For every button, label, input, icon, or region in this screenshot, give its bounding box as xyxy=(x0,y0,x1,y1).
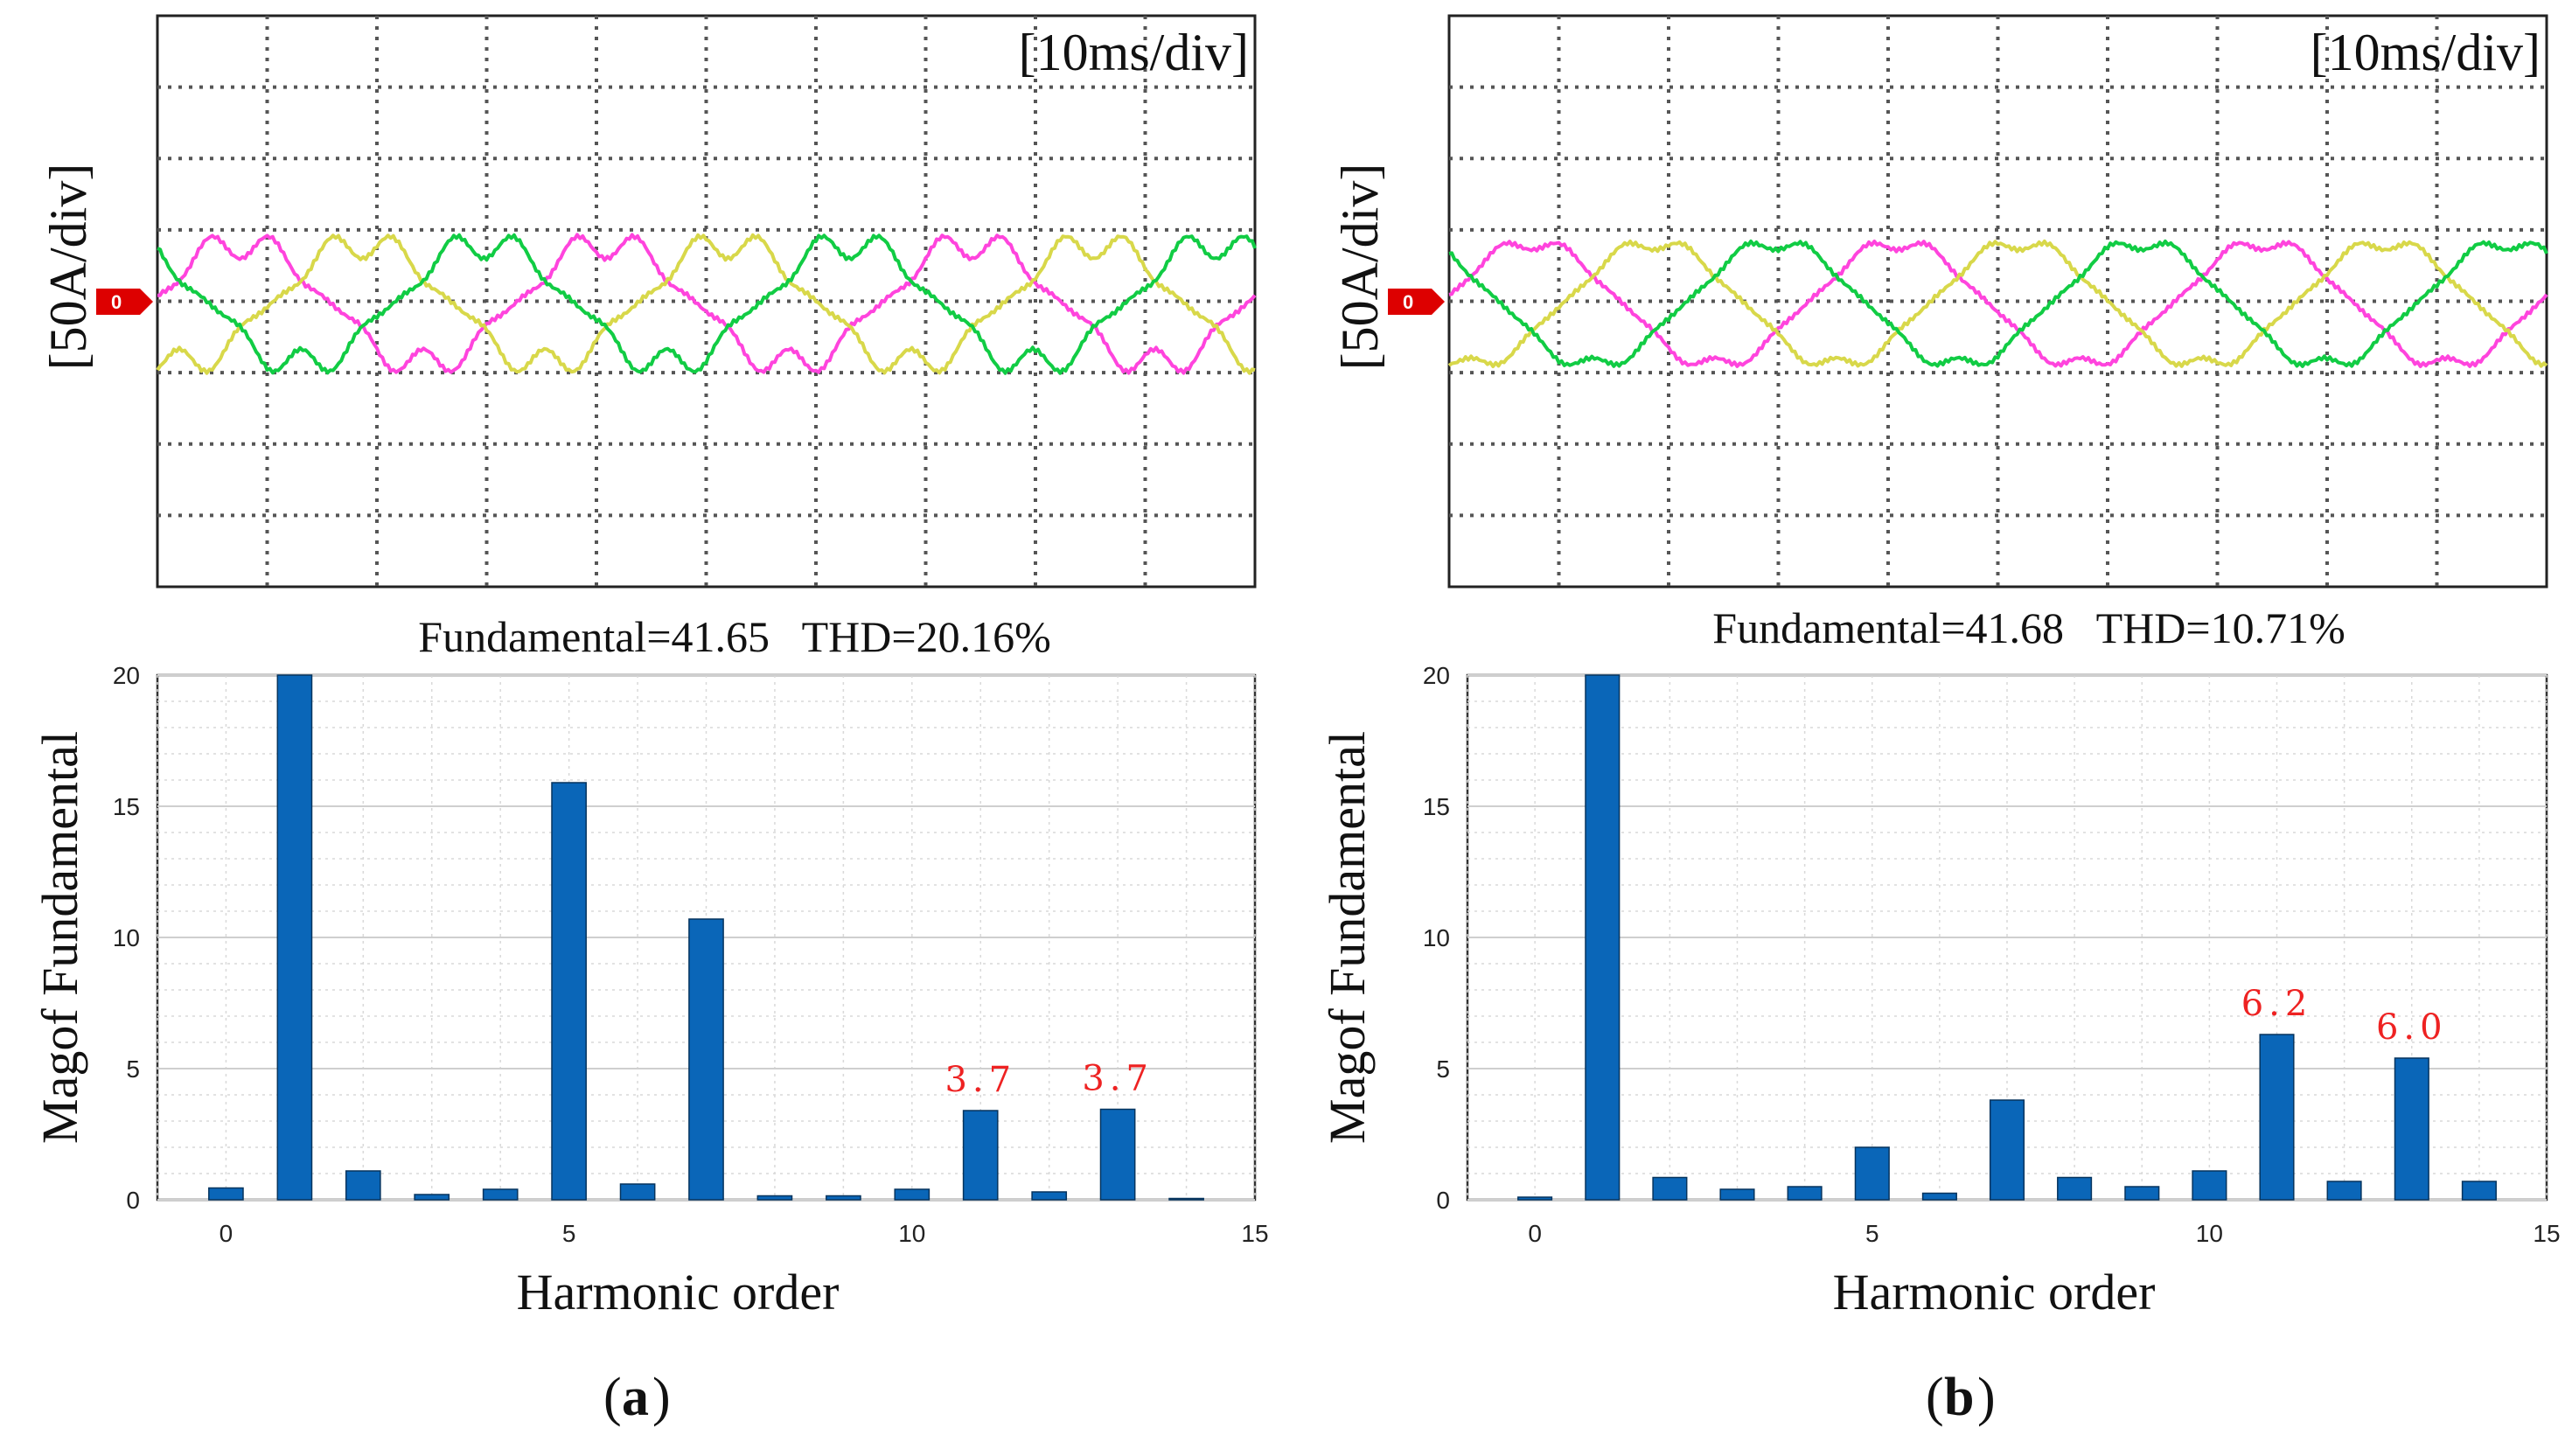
chart-b-bar-h8 xyxy=(2057,1176,2093,1201)
chart-a-bar-h13 xyxy=(1099,1108,1136,1201)
chart-b-bar-h0 xyxy=(1517,1196,1553,1201)
chart-b-bar-h4 xyxy=(1787,1186,1823,1201)
chart-a-ylabel: Magof Fundamental xyxy=(31,731,88,1144)
chart-a-bar-h0 xyxy=(208,1187,244,1201)
scope-b-trace-1 xyxy=(1448,240,2548,368)
scope-a-zero-marker: 0 xyxy=(96,289,153,315)
scope-a-trace-3 xyxy=(157,233,1257,375)
chart-a-bar-h8 xyxy=(756,1195,793,1201)
chart-b-bar-h10 xyxy=(2192,1170,2227,1201)
chart-a-annotation-h13: 3.7 xyxy=(1082,1059,1154,1099)
chart-b-bar-h2 xyxy=(1652,1176,1688,1201)
chart-b-xtick-label: 5 xyxy=(1865,1220,1879,1247)
scope-b: [10ms/div] [50A/div] 0 xyxy=(1331,14,2548,589)
chart-b-ylabel: Magof Fundamental xyxy=(1319,731,1376,1144)
chart-b-ytick-label: 15 xyxy=(1423,793,1450,820)
chart-a-title: Fundamental=41.65 THD=20.16% xyxy=(418,612,1050,661)
chart-a-bar-h14 xyxy=(1168,1197,1204,1201)
chart-b-bar-h9 xyxy=(2124,1186,2160,1201)
svg-text:(: ( xyxy=(603,1368,622,1427)
scope-b-waves xyxy=(1447,239,2548,368)
caption-b-letter: b xyxy=(1944,1368,1974,1427)
chart-b-bar-h3 xyxy=(1719,1188,1755,1201)
chart-a: 3.7 3.7 0 5 10 15 0 5 10 15 20 Harmonic order Mag… xyxy=(31,662,1269,1320)
chart-a-grid xyxy=(157,674,1256,1201)
scope-b-trace-3 xyxy=(1448,239,2548,368)
chart-b-xlabel: Harmonic order xyxy=(1833,1264,2156,1320)
chart-b-ytick-label: 10 xyxy=(1423,924,1450,951)
caption-a: ( a ) xyxy=(603,1368,671,1427)
chart-b: 6.2 6.0 0 5 10 15 0 5 10 15 20 Harmonic order Mag… xyxy=(1319,662,2561,1320)
chart-b-bar-h6 xyxy=(1921,1192,1957,1201)
chart-b-ticks: 0 5 10 15 0 5 10 15 20 xyxy=(1423,662,2561,1247)
chart-b-ytick-label: 5 xyxy=(1436,1055,1450,1083)
chart-a-bar-h4 xyxy=(482,1188,519,1201)
scope-a-trace-1 xyxy=(157,233,1257,375)
chart-b-annotation-h13: 6.0 xyxy=(2376,1007,2448,1048)
chart-a-ytick-label: 15 xyxy=(113,793,140,820)
chart-a-bar-h2 xyxy=(345,1170,381,1201)
chart-b-bar-h13 xyxy=(2394,1057,2429,1201)
chart-a-ytick-label: 5 xyxy=(126,1055,140,1083)
svg-text:(: ( xyxy=(1926,1368,1944,1427)
chart-a-bar-h11 xyxy=(962,1110,999,1201)
chart-a-ticks: 0 5 10 15 0 5 10 15 20 xyxy=(113,662,1269,1247)
scope-b-time-scale: [10ms/div] xyxy=(2311,24,2541,81)
chart-a-ytick-label: 0 xyxy=(126,1187,140,1214)
scope-a-waves xyxy=(156,233,1257,375)
chart-a-bar-h5 xyxy=(551,782,587,1201)
chart-b-xtick-label: 0 xyxy=(1528,1220,1542,1247)
chart-a-bar-h6 xyxy=(619,1183,656,1201)
chart-a-ytick-label: 20 xyxy=(113,662,140,689)
chart-a-annotation-h11: 3.7 xyxy=(944,1060,1016,1100)
svg-text:): ) xyxy=(1977,1368,1996,1427)
chart-a-bar-h10 xyxy=(894,1188,931,1201)
scope-a-grid xyxy=(157,16,1255,587)
chart-a-xtick-label: 15 xyxy=(1241,1220,1268,1247)
chart-b-bar-h7 xyxy=(1989,1099,2025,1201)
scope-b-zero-marker: 0 xyxy=(1388,289,1445,315)
chart-a-xtick-label: 5 xyxy=(562,1220,576,1247)
chart-a-bar-h12 xyxy=(1031,1191,1068,1201)
chart-a-xtick-label: 0 xyxy=(220,1220,234,1247)
chart-a-ytick-label: 10 xyxy=(113,924,140,951)
chart-a-bar-h7 xyxy=(688,918,724,1201)
caption-a-letter: a xyxy=(622,1368,649,1427)
scope-a-amp-scale: [50A/div] xyxy=(39,164,97,371)
chart-b-bar-h14 xyxy=(2461,1181,2497,1201)
chart-b-bar-h12 xyxy=(2326,1181,2362,1201)
scope-b-zero-label: 0 xyxy=(1403,291,1413,313)
chart-b-bar-h11 xyxy=(2259,1034,2295,1201)
scope-a-time-scale: [10ms/div] xyxy=(1019,24,1249,81)
scope-b-amp-scale: [50A/div] xyxy=(1331,164,1389,371)
scope-b-trace-2 xyxy=(1447,239,2548,368)
chart-a-bar-h3 xyxy=(414,1194,450,1201)
scope-a-zero-label: 0 xyxy=(111,291,122,313)
svg-text:): ) xyxy=(652,1368,671,1427)
chart-b-annotation-h11: 6.2 xyxy=(2241,984,2313,1024)
chart-a-bar-h9 xyxy=(826,1195,861,1201)
chart-b-bar-h5 xyxy=(1854,1146,1890,1201)
chart-b-ytick-label: 20 xyxy=(1423,662,1450,689)
scope-a: [10ms/div] [50A/div] 0 xyxy=(39,14,1257,589)
chart-b-bar-h1 xyxy=(1585,674,1621,1201)
chart-b-xtick-label: 10 xyxy=(2196,1220,2223,1247)
scope-a-trace-2 xyxy=(156,233,1256,375)
chart-a-xlabel: Harmonic order xyxy=(517,1264,840,1320)
chart-a-bar-h1 xyxy=(276,674,313,1201)
caption-b: ( b ) xyxy=(1926,1368,1996,1427)
chart-b-ytick-label: 0 xyxy=(1436,1187,1450,1214)
chart-a-bars: 3.7 3.7 xyxy=(208,674,1204,1201)
chart-b-title: Fundamental=41.68 THD=10.71% xyxy=(1712,603,2345,652)
chart-a-xtick-label: 10 xyxy=(898,1220,925,1247)
chart-b-bars: 6.2 6.0 xyxy=(1517,674,2497,1201)
chart-b-xtick-label: 15 xyxy=(2533,1220,2560,1247)
